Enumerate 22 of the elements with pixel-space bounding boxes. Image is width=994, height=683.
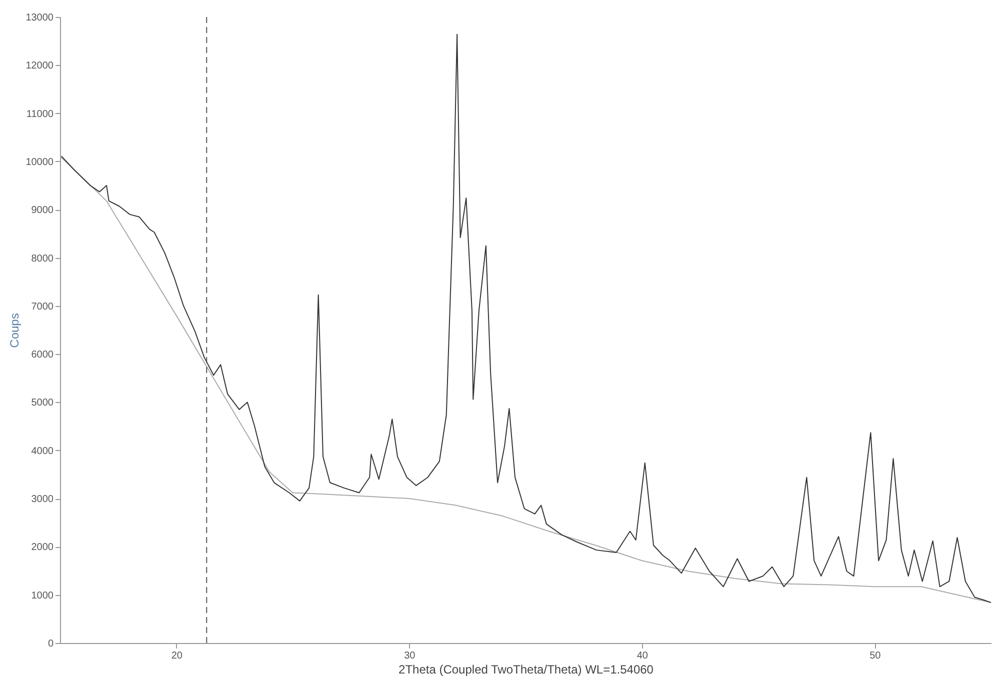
y-tick-label: 12000 [26,60,54,72]
line-series [60,156,992,604]
y-tick-label: 0 [48,638,54,650]
x-tick-label: 50 [870,650,882,662]
x-tick-label: 30 [404,650,416,662]
y-tick-label: 9000 [31,205,54,216]
y-tick-label: 1000 [31,590,54,602]
y-axis-title: Coups [8,313,22,348]
y-tick-label: 11000 [26,108,54,120]
line-series [60,34,992,604]
y-tick-label: 3000 [31,494,54,506]
y-tick-label: 10000 [26,156,54,168]
y-tick-label: 13000 [26,12,54,24]
x-tick-label: 20 [171,650,183,662]
y-tick-label: 8000 [31,253,54,264]
y-tick-label: 2000 [31,542,54,554]
y-tick-label: 7000 [31,301,54,312]
x-tick-label: 40 [636,650,648,662]
y-tick-label: 4000 [31,446,54,457]
y-tick-label: 6000 [31,350,54,361]
y-tick-label: 5000 [31,398,54,409]
x-axis-title: 2Theta (Coupled TwoTheta/Theta) WL=1.54060 [398,662,654,676]
